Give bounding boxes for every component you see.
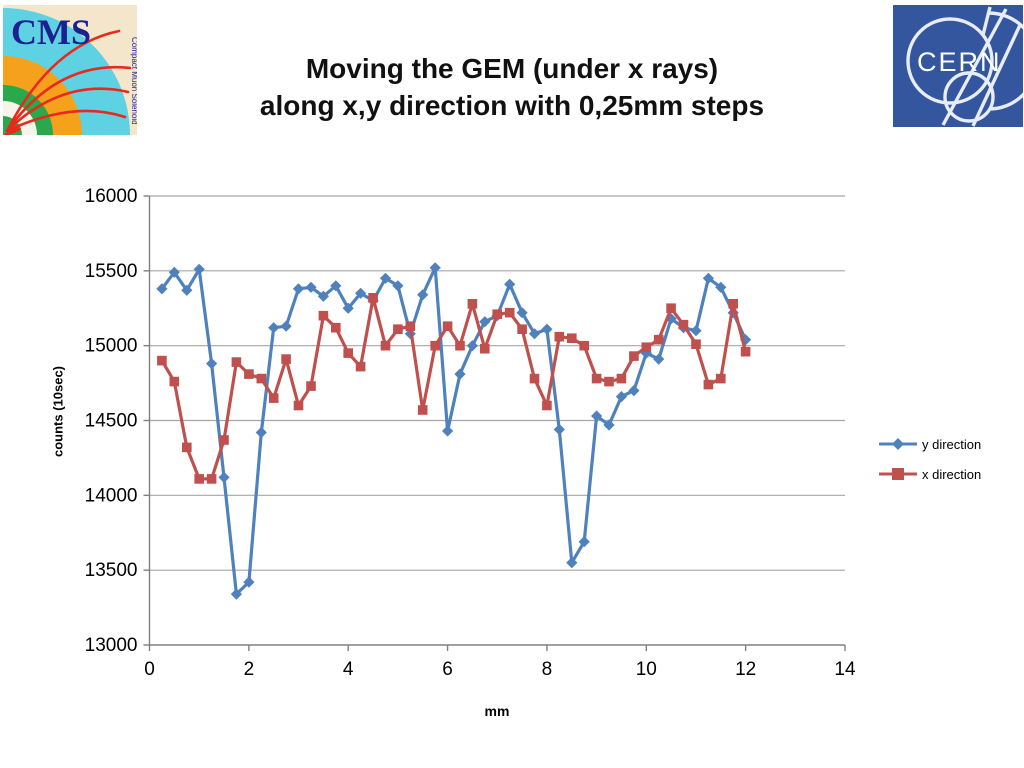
svg-text:14: 14 <box>834 659 856 680</box>
legend-label-x-direction: x direction <box>922 466 982 482</box>
cms-logo-text: CMS <box>11 12 91 52</box>
cern-logo-text: CERN <box>917 47 1002 77</box>
x-axis-title: mm <box>484 703 510 719</box>
y-axis-title: counts (10sec) <box>50 365 66 458</box>
svg-text:12: 12 <box>735 659 756 680</box>
cern-logo: CERN <box>893 5 1023 127</box>
svg-text:8: 8 <box>542 659 553 680</box>
cms-logo-rings <box>3 8 130 135</box>
chart-legend: y direction x direction <box>878 429 1018 489</box>
series-x-direction <box>157 293 751 484</box>
y-tick-labels: 16000 15500 15000 14500 14000 13500 13000 <box>85 186 138 656</box>
legend-label-y-direction: y direction <box>922 436 982 452</box>
chart-axes <box>143 195 846 651</box>
x-tick-labels: 0 2 4 6 8 10 12 14 <box>144 659 856 680</box>
cms-logo: CMS Compact Muon Solenoid <box>3 5 137 135</box>
svg-text:14500: 14500 <box>85 411 138 432</box>
slide-title-line2: along x,y direction with 0,25mm steps <box>259 90 765 121</box>
svg-text:4: 4 <box>343 659 354 680</box>
legend-item-x-direction: x direction <box>878 459 1018 489</box>
legend-swatch-x-direction <box>879 468 917 480</box>
svg-text:15000: 15000 <box>85 336 138 357</box>
cms-logo-tracks <box>3 29 132 135</box>
svg-text:10: 10 <box>636 659 657 680</box>
svg-text:13000: 13000 <box>85 635 138 656</box>
legend-item-y-direction: y direction <box>878 429 1018 459</box>
svg-text:2: 2 <box>244 659 255 680</box>
svg-text:0: 0 <box>144 659 155 680</box>
cern-logo-rings <box>906 6 1023 127</box>
legend-swatch-y-direction <box>879 438 917 450</box>
svg-text:13500: 13500 <box>85 560 138 581</box>
svg-text:14000: 14000 <box>85 485 138 506</box>
slide-title-line1: Moving the GEM (under x rays) <box>305 53 719 84</box>
svg-text:6: 6 <box>442 659 453 680</box>
slide-title: Moving the GEM (under x rays) along x,y … <box>162 50 862 124</box>
series-y-direction <box>156 262 752 600</box>
svg-text:15500: 15500 <box>85 261 138 282</box>
svg-text:16000: 16000 <box>85 186 138 207</box>
cms-logo-subtext: Compact Muon Solenoid <box>130 37 137 125</box>
chart-gridlines <box>149 195 845 571</box>
